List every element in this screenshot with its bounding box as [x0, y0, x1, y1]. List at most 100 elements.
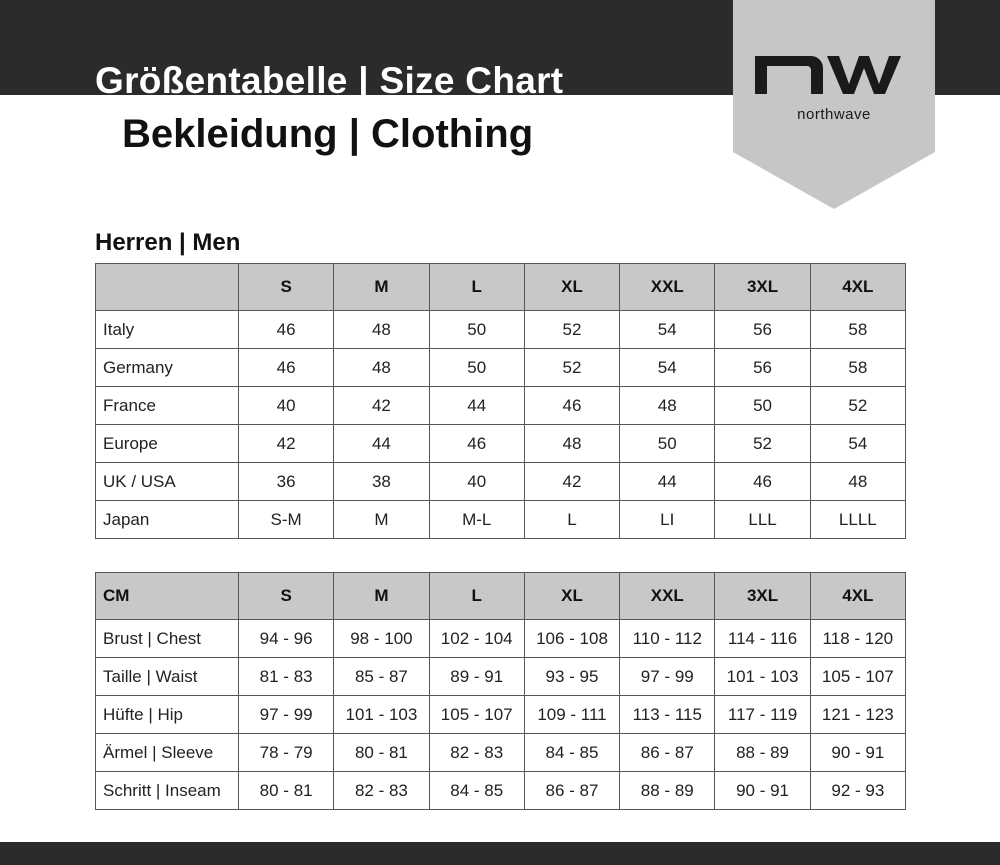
table-cell: 97 - 99	[619, 657, 716, 696]
table-cell: 90 - 91	[714, 771, 811, 810]
table-cell: 110 - 112	[619, 619, 716, 658]
table-cell: 118 - 120	[809, 619, 907, 658]
table-cell: 97 - 99	[237, 695, 335, 734]
table-cell: 82 - 83	[333, 771, 430, 810]
size-conversion-table: S M L XL XXL 3XL 4XL Italy 46 48 50 52 54 56 58…	[95, 263, 907, 539]
table-cell: 48	[523, 424, 621, 463]
table-cell: 102 - 104	[428, 619, 525, 658]
size-header: XXL	[619, 572, 716, 620]
page-subtitle: Bekleidung | Clothing	[122, 112, 534, 156]
table-header-row: S M L XL XXL 3XL 4XL	[95, 263, 907, 311]
table-cell: 121 - 123	[809, 695, 907, 734]
table-row: Italy 46 48 50 52 54 56 58	[95, 310, 907, 349]
table-cell: 58	[809, 348, 907, 387]
size-header: 4XL	[809, 572, 907, 620]
table-cell: 56	[714, 348, 811, 387]
table-cell: 106 - 108	[523, 619, 621, 658]
table-cell: 40	[428, 462, 525, 501]
table-row: Schritt | Inseam 80 - 81 82 - 83 84 - 85 86 …	[95, 771, 907, 810]
row-label: Japan	[95, 500, 239, 539]
table-cell: 105 - 107	[428, 695, 525, 734]
table-header-row: CM S M L XL XXL 3XL 4XL	[95, 572, 907, 620]
size-header: M	[333, 572, 430, 620]
table-cell: 42	[333, 386, 430, 425]
northwave-logo: northwave	[733, 0, 935, 209]
row-label: Hüfte | Hip	[95, 695, 239, 734]
table-cell: 81 - 83	[237, 657, 335, 696]
table-cell: 101 - 103	[714, 657, 811, 696]
table-cell: 54	[809, 424, 907, 463]
table-cell: 98 - 100	[333, 619, 430, 658]
table-cell: 114 - 116	[714, 619, 811, 658]
table-row: Japan S-M M M-L L LI LLL LLLL	[95, 500, 907, 539]
row-label: Brust | Chest	[95, 619, 239, 658]
table-cell: 46	[714, 462, 811, 501]
measurements-table: CM S M L XL XXL 3XL 4XL Brust | Chest 94 …	[95, 572, 907, 810]
table-cell: 113 - 115	[619, 695, 716, 734]
size-header: L	[428, 263, 525, 311]
table-cell: 50	[428, 310, 525, 349]
table-cell: 88 - 89	[714, 733, 811, 772]
table-cell: 93 - 95	[523, 657, 621, 696]
table-cell: 94 - 96	[237, 619, 335, 658]
table-cell: 58	[809, 310, 907, 349]
table-cell: 44	[333, 424, 430, 463]
table-cell: 101 - 103	[333, 695, 430, 734]
table-cell: 44	[428, 386, 525, 425]
row-label: Ärmel | Sleeve	[95, 733, 239, 772]
size-header: 3XL	[714, 572, 811, 620]
table-cell: 86 - 87	[523, 771, 621, 810]
table-cell: S-M	[237, 500, 335, 539]
table-cell: 46	[428, 424, 525, 463]
table-row: UK / USA 36 38 40 42 44 46 48	[95, 462, 907, 501]
footer-band	[0, 842, 1000, 865]
table-cell: 92 - 93	[809, 771, 907, 810]
table-cell: 52	[809, 386, 907, 425]
table-cell: LLLL	[809, 500, 907, 539]
size-header: 3XL	[714, 263, 811, 311]
corner-cell	[95, 263, 239, 311]
table-cell: 82 - 83	[428, 733, 525, 772]
row-label: UK / USA	[95, 462, 239, 501]
table-cell: 46	[237, 310, 335, 349]
size-header: XXL	[619, 263, 716, 311]
row-label: Italy	[95, 310, 239, 349]
table-cell: 109 - 111	[523, 695, 621, 734]
table-cell: 86 - 87	[619, 733, 716, 772]
table-cell: 54	[619, 310, 716, 349]
row-label: Germany	[95, 348, 239, 387]
table-cell: 42	[237, 424, 335, 463]
table-cell: 90 - 91	[809, 733, 907, 772]
table-cell: 80 - 81	[237, 771, 335, 810]
row-label: France	[95, 386, 239, 425]
table-row: Ärmel | Sleeve 78 - 79 80 - 81 82 - 83 84 - …	[95, 733, 907, 772]
table-cell: LLL	[714, 500, 811, 539]
table-cell: 78 - 79	[237, 733, 335, 772]
table-cell: 44	[619, 462, 716, 501]
table-cell: 105 - 107	[809, 657, 907, 696]
table-cell: 84 - 85	[523, 733, 621, 772]
row-label: Schritt | Inseam	[95, 771, 239, 810]
row-label: Taille | Waist	[95, 657, 239, 696]
table-cell: M-L	[428, 500, 525, 539]
table-cell: 42	[523, 462, 621, 501]
table-row: Europe 42 44 46 48 50 52 54	[95, 424, 907, 463]
size-header: 4XL	[809, 263, 907, 311]
table-cell: 56	[714, 310, 811, 349]
table-cell: 48	[619, 386, 716, 425]
section-title: Herren | Men	[95, 229, 241, 256]
table-cell: 88 - 89	[619, 771, 716, 810]
size-header: L	[428, 572, 525, 620]
table-cell: 84 - 85	[428, 771, 525, 810]
table-cell: 48	[333, 348, 430, 387]
size-header: M	[333, 263, 430, 311]
table-cell: L	[523, 500, 621, 539]
table-cell: 50	[714, 386, 811, 425]
size-header: S	[237, 263, 335, 311]
table-cell: 52	[523, 310, 621, 349]
table-cell: 52	[523, 348, 621, 387]
table-row: France 40 42 44 46 48 50 52	[95, 386, 907, 425]
table-row: Hüfte | Hip 97 - 99 101 - 103 105 - 107 109 …	[95, 695, 907, 734]
table-row: Germany 46 48 50 52 54 56 58	[95, 348, 907, 387]
table-row: Taille | Waist 81 - 83 85 - 87 89 - 91 93 - …	[95, 657, 907, 696]
